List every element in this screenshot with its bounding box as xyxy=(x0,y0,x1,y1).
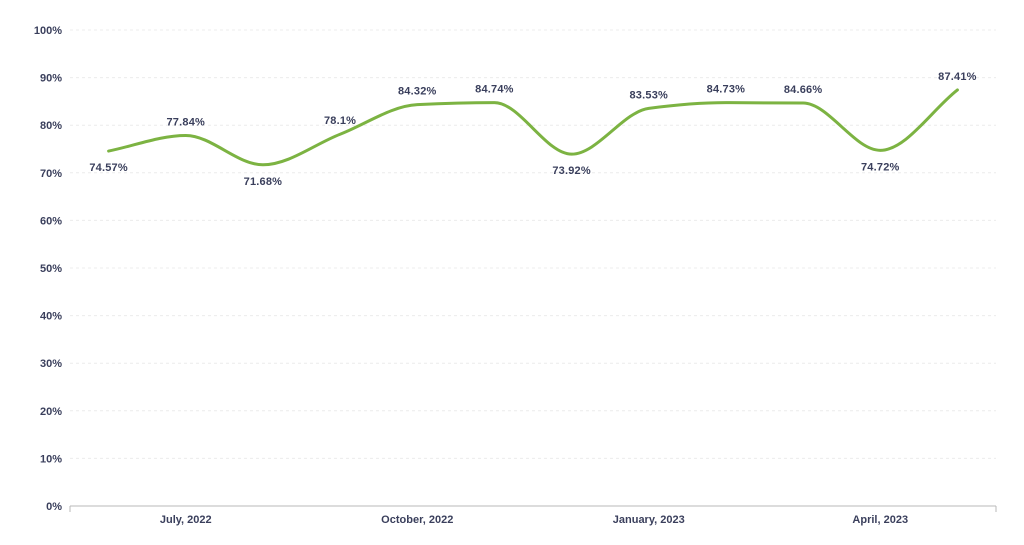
data-label: 84.66% xyxy=(784,84,823,96)
y-tick-label: 30% xyxy=(40,358,62,370)
y-tick-label: 80% xyxy=(40,120,62,132)
x-tick-label: July, 2022 xyxy=(160,514,212,526)
data-labels: 74.57% 77.84% 71.68% 78.1% 84.32% 84.74% 73.92… xyxy=(89,71,976,188)
y-tick-label: 20% xyxy=(40,406,62,418)
data-label: 74.72% xyxy=(861,161,900,173)
x-tick-label: October, 2022 xyxy=(381,514,453,526)
series-line xyxy=(107,88,959,167)
grid-lines xyxy=(70,29,996,459)
y-tick-label: 70% xyxy=(40,168,62,180)
y-tick-label: 50% xyxy=(40,263,62,275)
x-axis: July, 2022 October, 2022 January, 2023 Apri… xyxy=(69,505,997,526)
x-tick-label: January, 2023 xyxy=(613,514,685,526)
data-label: 74.57% xyxy=(89,162,128,174)
data-label: 73.92% xyxy=(552,165,591,177)
data-label: 83.53% xyxy=(629,89,668,101)
data-label: 71.68% xyxy=(244,176,283,188)
y-tick-label: 0% xyxy=(46,501,62,513)
series-area xyxy=(107,88,959,167)
data-label: 84.32% xyxy=(398,86,437,98)
y-tick-label: 60% xyxy=(40,215,62,227)
data-label: 84.73% xyxy=(707,84,746,96)
y-tick-label: 100% xyxy=(34,25,62,37)
y-tick-label: 40% xyxy=(40,311,62,323)
data-label: 84.74% xyxy=(475,84,514,96)
y-tick-label: 10% xyxy=(40,453,62,465)
y-axis: 0% 10% 20% 30% 40% 50% 60% 70% 80% 90% 100% xyxy=(34,25,62,513)
data-label: 78.1% xyxy=(324,115,356,127)
x-tick-label: April, 2023 xyxy=(852,514,908,526)
data-label: 77.84% xyxy=(166,116,205,128)
y-tick-label: 90% xyxy=(40,73,62,85)
data-label: 87.41% xyxy=(938,71,977,83)
